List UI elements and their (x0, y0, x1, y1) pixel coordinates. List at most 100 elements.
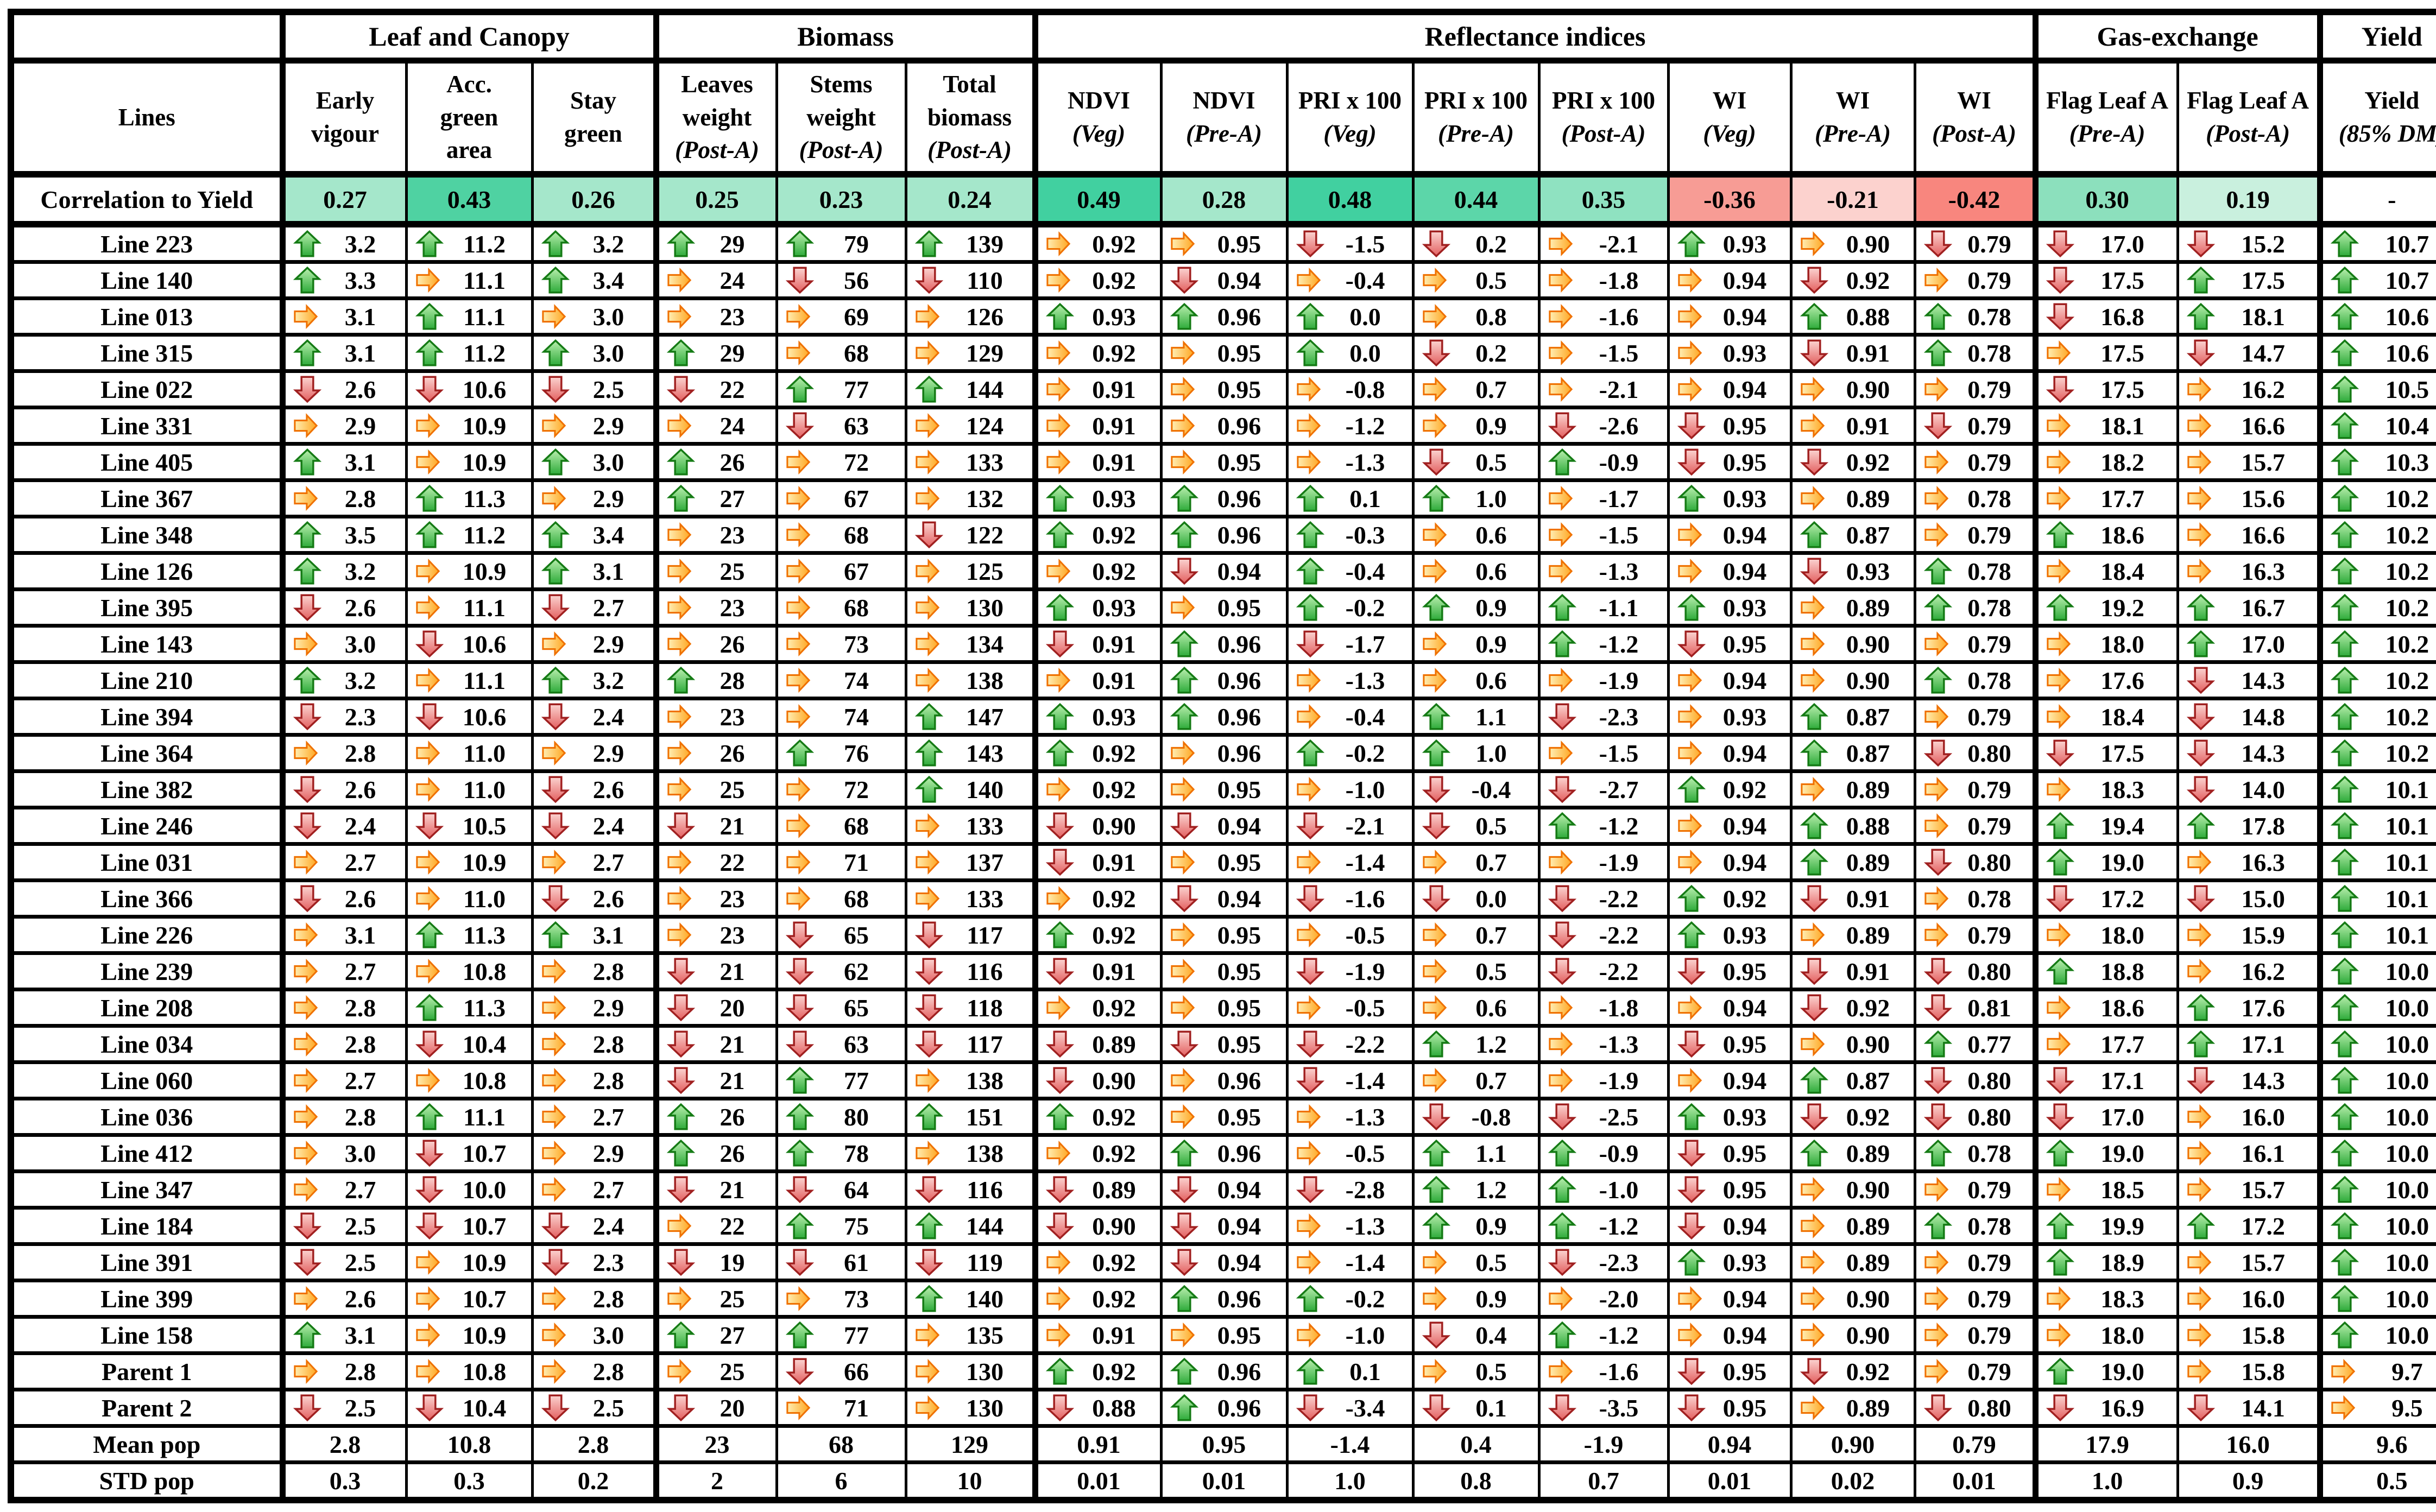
right-arrow-icon (1916, 813, 1952, 838)
cell-value: -1.7 (1599, 484, 1639, 513)
phenotype-correlation-table: Leaf and Canopy Biomass Reflectance indice… (8, 9, 2436, 1503)
right-arrow-icon (2039, 668, 2074, 693)
correlation-value-fl_pre: 0.30 (2032, 172, 2179, 227)
cell-value: 0.92 (1092, 1285, 1136, 1313)
cell-value: 143 (966, 739, 1004, 767)
cell-wi_veg: 0.95 (1667, 1388, 1793, 1428)
down-arrow-icon (1289, 1394, 1324, 1422)
cell-value: 0.78 (1967, 557, 2011, 585)
cell-stay_green: 2.9 (531, 733, 658, 773)
cell-value: 0.0 (1349, 302, 1381, 331)
column-header-text: Leaves (681, 70, 753, 98)
up-arrow-icon (1289, 593, 1324, 622)
right-arrow-icon (2039, 340, 2074, 365)
row-label: Line 013 (9, 296, 284, 337)
up-arrow-icon (2323, 703, 2359, 731)
up-arrow-icon (286, 1321, 321, 1349)
cell-value: 2.5 (344, 1394, 376, 1422)
right-arrow-icon (1916, 704, 1952, 729)
column-header-text: WI (1712, 87, 1747, 115)
down-arrow-icon (2179, 666, 2215, 694)
right-arrow-icon (659, 886, 695, 911)
cell-wi_veg: 0.94 (1667, 260, 1793, 300)
cell-value: 0.95 (1722, 957, 1767, 985)
cell-value: -2.3 (1599, 703, 1639, 731)
cell-leaves_weight: 23 (653, 878, 778, 919)
cell-acc_green_area: 10.9 (405, 1242, 534, 1282)
down-arrow-icon (1670, 1030, 1706, 1058)
cell-wi_pre: 0.90 (1789, 369, 1916, 409)
cell-value: 0.92 (1092, 921, 1136, 949)
cell-yield: 10.0 (2317, 1097, 2436, 1137)
cell-value: 3.0 (592, 339, 624, 367)
down-arrow-icon (534, 812, 570, 840)
cell-fl_pre: 16.9 (2032, 1388, 2179, 1428)
cell-value: 0.92 (1092, 1103, 1136, 1131)
data-row-std-pop: STD pop 0.3 0.3 0.2 2 6 10 0.01 0.01 1.0 0.8 0.7 0.0… (9, 1460, 2436, 1502)
cell-yield: 10.0 (2317, 1169, 2436, 1210)
cell-value: -1.2 (1599, 812, 1639, 840)
cell-pri_veg: -0.2 (1285, 1279, 1415, 1319)
cell-value: -1.5 (1345, 230, 1385, 258)
up-arrow-icon (2039, 1357, 2074, 1386)
cell-stems_weight: 73 (775, 624, 907, 664)
cell-pri_pre: 0.9 (1411, 1206, 1541, 1246)
cell-value: 2.8 (344, 1103, 376, 1131)
cell-value: 26 (720, 630, 745, 658)
cell-value: 10.0 (2385, 1285, 2429, 1313)
cell-stay_green: 3.4 (531, 515, 658, 555)
cell-value: 0.90 (1831, 1430, 1875, 1458)
cell-value: 16.8 (2100, 302, 2144, 331)
cell-stay_green: 2.8 (531, 1060, 658, 1100)
up-arrow-icon (1163, 1285, 1198, 1313)
down-arrow-icon (1670, 1357, 1706, 1386)
cell-wi_post: 0.79 (1913, 1315, 2037, 1355)
right-arrow-icon (2039, 704, 2074, 729)
right-arrow-icon (1038, 340, 1074, 365)
cell-wi_pre: 0.89 (1789, 842, 1916, 882)
cell-value: 9.6 (2376, 1430, 2408, 1458)
cell-value: 0.91 (1092, 848, 1136, 876)
data-row-parent-2: Parent 2 2.5 10.4 2.5 20 71 130 0.88 0.96 -3.4 0.1… (9, 1388, 2436, 1428)
row-label: Parent 2 (9, 1388, 284, 1428)
cell-wi_veg: 0.92 (1667, 769, 1793, 809)
cell-value: 22 (720, 848, 745, 876)
cell-stems_weight: 72 (775, 442, 907, 482)
cell-value: 0.7 (1475, 375, 1507, 403)
cell-value: 0.92 (1092, 230, 1136, 258)
cell-value: 27 (720, 1321, 745, 1349)
cell-value: 18.2 (2100, 448, 2144, 476)
right-arrow-icon (1670, 522, 1706, 547)
cell-early_vigour: 2.6 (279, 1279, 408, 1319)
cell-value: 21 (720, 1175, 745, 1204)
cell-value: 0.3 (453, 1466, 485, 1495)
cell-value: 17.7 (2100, 1030, 2144, 1058)
cell-value: 22 (720, 1212, 745, 1240)
cell-wi_veg: 0.93 (1667, 1097, 1793, 1137)
cell-value: 126 (966, 302, 1004, 331)
cell-value: 10.6 (462, 703, 507, 731)
up-arrow-icon (778, 1139, 814, 1167)
cell-fl_pre: 19.2 (2032, 587, 2179, 628)
cell-value: 21 (720, 1030, 745, 1058)
up-arrow-icon (1793, 703, 1828, 731)
cell-pri_post: -1.9 (1537, 660, 1670, 700)
cell-value: -2.8 (1345, 1175, 1385, 1204)
right-arrow-icon (1541, 231, 1576, 256)
cell-value: 80 (844, 1103, 869, 1131)
cell-value: 2.6 (344, 375, 376, 403)
down-arrow-icon (1541, 1394, 1576, 1422)
down-arrow-icon (1670, 1212, 1706, 1240)
cell-value: 2.8 (344, 484, 376, 513)
cell-value: 17.5 (2100, 339, 2144, 367)
cell-ndvi_pre: 0.96 (1159, 478, 1289, 518)
cell-value: -0.4 (1345, 266, 1385, 294)
cell-ndvi_pre: 0.95 (1159, 842, 1289, 882)
cell-value: -1.7 (1345, 630, 1385, 658)
cell-early_vigour: 3.0 (279, 1133, 408, 1173)
right-arrow-icon (1163, 995, 1198, 1020)
cell-ndvi_pre: 0.96 (1159, 733, 1289, 773)
cell-leaves_weight: 24 (653, 260, 778, 300)
group-header-gas-exchange: Gas-exchange (2032, 10, 2321, 64)
right-arrow-icon (286, 995, 321, 1020)
